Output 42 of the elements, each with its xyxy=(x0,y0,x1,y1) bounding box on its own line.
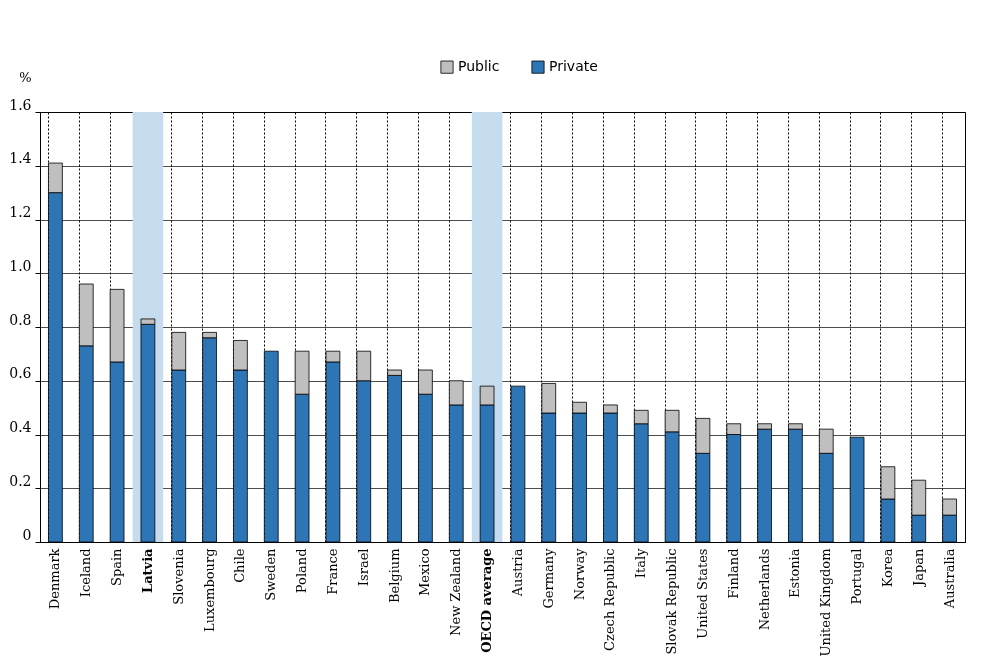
x-tick-label: Czech Republic xyxy=(602,548,618,651)
x-tick-label: Italy xyxy=(633,547,649,579)
x-tick-label: Sweden xyxy=(263,547,279,601)
x-tick-label: Germany xyxy=(540,547,556,609)
y-tick-label: 1.0 xyxy=(9,257,32,274)
legend-label: Private xyxy=(549,58,598,75)
x-tick-label: Slovenia xyxy=(170,548,186,605)
y-tick-label: 0.8 xyxy=(9,311,32,328)
x-tick-label: Estonia xyxy=(787,548,803,598)
x-tick-label: Luxembourg xyxy=(201,548,217,632)
y-axis-title: % xyxy=(19,69,32,85)
x-tick-label: Slovak Republic xyxy=(664,548,680,655)
x-tick-label: Israel xyxy=(355,548,371,587)
x-tick-label: Mexico xyxy=(417,548,433,597)
y-tick-label: 1.2 xyxy=(9,204,32,220)
y-tick-label: 0 xyxy=(22,526,32,543)
x-tick-label: United States xyxy=(694,548,710,639)
legend-label: Public xyxy=(458,58,500,75)
x-tick-label: France xyxy=(324,548,340,595)
x-tick-label: Australia xyxy=(941,548,957,610)
x-tick-label: Japan xyxy=(910,547,926,588)
x-tick-label: OECD average xyxy=(479,548,495,653)
x-tick-label: Belgium xyxy=(386,548,402,604)
x-tick-label: Latvia xyxy=(139,547,155,593)
x-tick-label: Iceland xyxy=(78,548,94,598)
x-tick-label: New Zealand xyxy=(448,548,464,636)
y-tick-label: 0.2 xyxy=(9,472,32,489)
x-tick-label: Netherlands xyxy=(756,548,772,631)
y-tick-label: 0.4 xyxy=(9,419,32,435)
y-tick-label: 0.6 xyxy=(9,365,32,382)
y-tick-label: 1.4 xyxy=(9,150,32,167)
x-tick-label: Austria xyxy=(509,548,525,598)
x-tick-label: Poland xyxy=(294,548,310,594)
x-tick-label: Norway xyxy=(571,547,587,601)
x-tick-label: Chile xyxy=(232,548,248,583)
y-tick-label: 1.6 xyxy=(9,96,32,113)
x-tick-label: Portugal xyxy=(849,548,865,605)
x-tick-label: Finland xyxy=(725,548,741,599)
x-tick-label: Denmark xyxy=(47,548,63,610)
x-tick-label: Spain xyxy=(109,547,125,587)
x-tick-label: United Kingdom xyxy=(818,548,834,657)
x-tick-label: Korea xyxy=(879,548,895,588)
